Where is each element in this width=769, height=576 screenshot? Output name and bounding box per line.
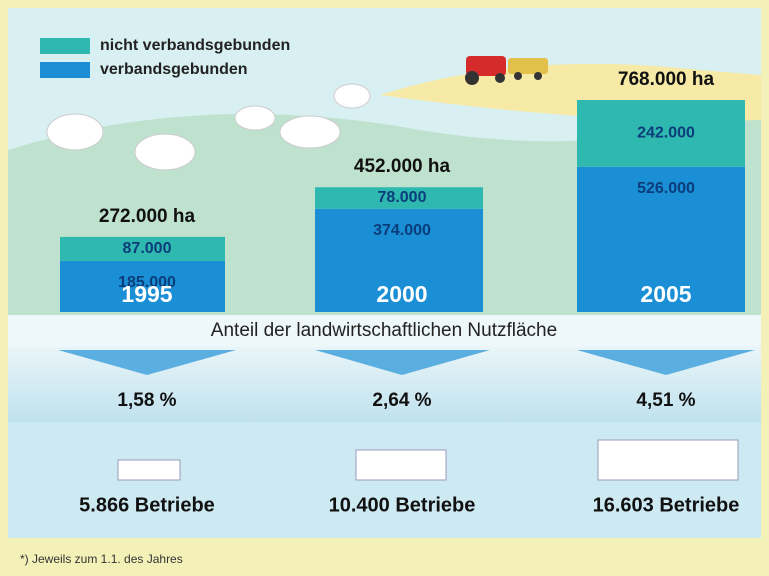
- year-label: 2005: [640, 281, 691, 307]
- legend-label: nicht verbandsgebunden: [100, 37, 290, 54]
- infographic: Anteil der landwirtschaftlichen Nutzfläc…: [0, 0, 769, 576]
- footnote: *) Jeweils zum 1.1. des Jahres: [20, 552, 183, 566]
- share-label: 2,64 %: [372, 390, 431, 411]
- value-label: 242.000: [637, 125, 695, 142]
- year-label: 1995: [121, 281, 172, 307]
- legend-swatch: [40, 62, 90, 78]
- legend-label: verbandsgebunden: [100, 61, 248, 78]
- share-label: 4,51 %: [636, 390, 695, 411]
- farm-label: 5.866 Betriebe: [79, 494, 215, 516]
- value-label: 526.000: [637, 180, 695, 197]
- value-label: 78.000: [378, 189, 427, 206]
- total-label: 272.000 ha: [99, 206, 196, 227]
- subtitle: Anteil der landwirtschaftlichen Nutzfläc…: [211, 320, 557, 341]
- value-label: 374.000: [373, 222, 431, 239]
- year-label: 2000: [376, 281, 427, 307]
- total-label: 768.000 ha: [618, 69, 715, 90]
- value-label: 87.000: [123, 240, 172, 257]
- total-label: 452.000 ha: [354, 156, 451, 177]
- farm-label: 10.400 Betriebe: [329, 494, 476, 516]
- share-label: 1,58 %: [117, 390, 176, 411]
- legend-swatch: [40, 38, 90, 54]
- farm-label: 16.603 Betriebe: [593, 494, 740, 516]
